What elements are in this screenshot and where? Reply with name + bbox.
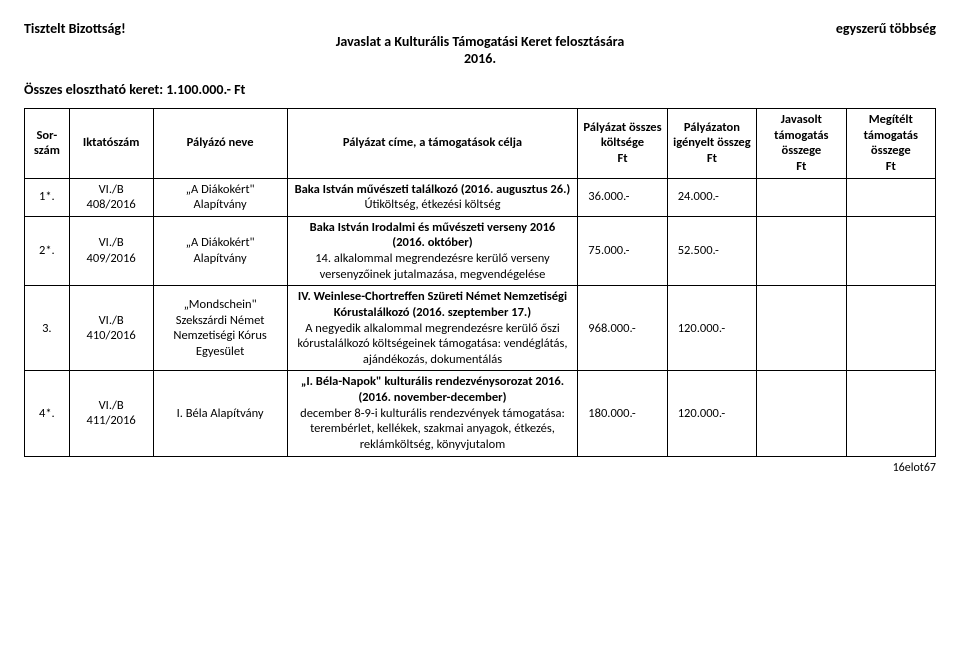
title-line1: Javaslat a Kulturális Támogatási Keret f…: [24, 33, 936, 50]
cell-cim: „I. Béla-Napok" kulturális rendezvénysor…: [287, 371, 578, 456]
cell-koltseg: 75.000.-: [578, 216, 667, 286]
document-title: Javaslat a Kulturális Támogatási Keret f…: [24, 33, 936, 67]
cell-nev: „A Diákokért" Alapítvány: [153, 178, 287, 216]
cell-sor: 1*.: [25, 178, 70, 216]
cell-iktato: VI./B409/2016: [69, 216, 153, 286]
table-body: 1*. VI./B408/2016 „A Diákokért" Alapítvá…: [25, 178, 936, 456]
cell-megitelt: [846, 178, 935, 216]
cell-nev: „A Diákokért" Alapítvány: [153, 216, 287, 286]
cim-bold: Baka István Irodalmi és művészeti versen…: [310, 220, 556, 251]
greeting-text: Tisztelt Bizottság!: [24, 20, 126, 37]
footer-pageref: 16elot67: [24, 461, 936, 475]
table-header-row: Sor-szám Iktatószám Pályázó neve Pályáza…: [25, 109, 936, 179]
col-javasolt: Javasolt támogatás összegeFt: [757, 109, 846, 179]
cell-javasolt: [757, 286, 846, 371]
cell-sor: 3.: [25, 286, 70, 371]
table-row: 4*. VI./B411/2016 I. Béla Alapítvány „I.…: [25, 371, 936, 456]
col-iktato: Iktatószám: [69, 109, 153, 179]
title-line2: 2016.: [24, 50, 936, 67]
majority-text: egyszerű többség: [836, 20, 936, 37]
cell-nev: I. Béla Alapítvány: [153, 371, 287, 456]
cell-megitelt: [846, 286, 935, 371]
col-cim: Pályázat címe, a támogatások célja: [287, 109, 578, 179]
col-sor: Sor-szám: [25, 109, 70, 179]
cell-igenyelt: 24.000.-: [667, 178, 756, 216]
col-koltseg: Pályázat összes költségeFt: [578, 109, 667, 179]
cell-javasolt: [757, 178, 846, 216]
cim-bold: IV. Weinlese-Chortreffen Szüreti Német N…: [298, 289, 567, 320]
cell-javasolt: [757, 216, 846, 286]
cell-koltseg: 968.000.-: [578, 286, 667, 371]
table-row: 2*. VI./B409/2016 „A Diákokért" Alapítvá…: [25, 216, 936, 286]
cell-sor: 4*.: [25, 371, 70, 456]
cell-iktato: VI./B411/2016: [69, 371, 153, 456]
table-row: 1*. VI./B408/2016 „A Diákokért" Alapítvá…: [25, 178, 936, 216]
cell-cim: Baka István művészeti találkozó (2016. a…: [287, 178, 578, 216]
col-megitelt: Megítélt támogatás összegeFt: [846, 109, 935, 179]
cim-rest: A negyedik alkalommal megrendezésre kerü…: [297, 321, 567, 367]
table-row: 3. VI./B410/2016 „Mondschein" Szekszárdi…: [25, 286, 936, 371]
cell-megitelt: [846, 371, 935, 456]
cell-sor: 2*.: [25, 216, 70, 286]
cell-nev: „Mondschein" Szekszárdi Német Nemzetiség…: [153, 286, 287, 371]
allocation-table: Sor-szám Iktatószám Pályázó neve Pályáza…: [24, 108, 936, 457]
cell-koltseg: 180.000.-: [578, 371, 667, 456]
col-nev: Pályázó neve: [153, 109, 287, 179]
cell-igenyelt: 120.000.-: [667, 371, 756, 456]
cim-bold: Baka István művészeti találkozó (2016. a…: [295, 182, 571, 197]
cell-javasolt: [757, 371, 846, 456]
budget-line: Összes elosztható keret: 1.100.000.- Ft: [24, 81, 936, 98]
cim-bold: „I. Béla-Napok" kulturális rendezvénysor…: [301, 374, 564, 405]
col-igenyelt: Pályázaton igényelt összegFt: [667, 109, 756, 179]
cell-iktato: VI./B410/2016: [69, 286, 153, 371]
cell-cim: Baka István Irodalmi és művészeti versen…: [287, 216, 578, 286]
cell-iktato: VI./B408/2016: [69, 178, 153, 216]
cim-rest: december 8-9-i kulturális rendezvények t…: [300, 406, 565, 452]
cell-koltseg: 36.000.-: [578, 178, 667, 216]
cell-cim: IV. Weinlese-Chortreffen Szüreti Német N…: [287, 286, 578, 371]
cell-megitelt: [846, 216, 935, 286]
cell-igenyelt: 120.000.-: [667, 286, 756, 371]
cell-igenyelt: 52.500.-: [667, 216, 756, 286]
cim-rest: Útiköltség, étkezési költség: [364, 197, 500, 212]
cim-rest: 14. alkalommal megrendezésre kerülő vers…: [315, 251, 550, 282]
